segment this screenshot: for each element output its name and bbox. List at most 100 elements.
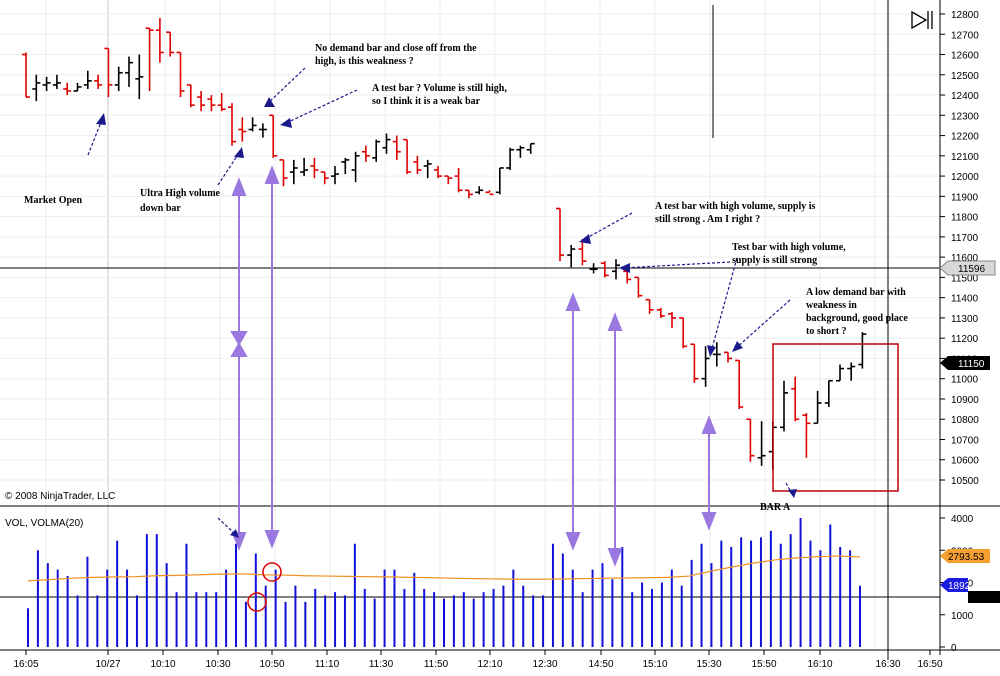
price-axis-ticks: 1050010600107001080010900110001110011200… xyxy=(940,10,979,487)
price-bar xyxy=(679,317,688,349)
price-bar xyxy=(279,159,288,187)
price-bar xyxy=(331,165,339,185)
price-tick-label: 12300 xyxy=(951,111,979,122)
price-bar xyxy=(556,207,564,262)
note-no-demand-bar: No demand bar and close off from the high… xyxy=(315,43,477,67)
price-bar xyxy=(104,47,113,98)
time-tick-label: 11:50 xyxy=(424,659,449,670)
price-bar xyxy=(145,27,154,91)
price-tick-label: 12700 xyxy=(951,30,979,41)
price-bar xyxy=(600,261,609,278)
scroll-to-end-button[interactable] xyxy=(911,10,933,30)
price-bar xyxy=(634,276,643,298)
volume-tick-label: 0 xyxy=(951,643,957,654)
price-bar xyxy=(341,157,350,175)
price-bar xyxy=(269,114,278,158)
price-bar xyxy=(656,307,665,318)
time-tick-label: 16:10 xyxy=(807,659,832,670)
price-bar xyxy=(217,93,226,112)
price-tick-label: 12100 xyxy=(951,152,979,163)
price-bar xyxy=(668,311,676,329)
price-bar xyxy=(155,18,164,63)
price-bar xyxy=(310,157,319,179)
price-bar xyxy=(434,165,442,179)
volume-marker-ma: 2793.53 xyxy=(940,549,990,563)
note-bar-a: BAR A xyxy=(760,502,791,513)
price-bar xyxy=(392,135,401,160)
price-bar xyxy=(701,346,710,387)
price-bar xyxy=(94,74,103,89)
price-tick-label: 11600 xyxy=(951,253,979,264)
volume-bars xyxy=(27,518,861,647)
time-tick-label: 15:10 xyxy=(642,659,667,670)
price-bar xyxy=(228,103,236,146)
time-tick-label: 10/27 xyxy=(95,659,120,670)
copyright-text: © 2008 NinjaTrader, LLC xyxy=(5,491,115,502)
price-tick-label: 11200 xyxy=(951,334,979,345)
price-tick-label: 12500 xyxy=(951,71,979,82)
price-bar xyxy=(125,56,133,87)
price-bar xyxy=(813,390,822,425)
price-bar xyxy=(589,263,598,274)
price-bar xyxy=(780,380,788,432)
price-bar xyxy=(197,90,206,112)
price-bar xyxy=(836,364,844,382)
price-bar xyxy=(372,139,381,162)
price-bar xyxy=(63,82,72,96)
price-bar xyxy=(735,359,744,410)
price-bar xyxy=(645,298,654,314)
volume-tick-label: 1000 xyxy=(951,611,974,622)
volume-circle-1 xyxy=(262,562,282,582)
note-low-demand-bar: A low demand bar with weakness in backgro… xyxy=(806,287,908,337)
price-bar xyxy=(238,117,247,142)
price-bar xyxy=(516,145,525,158)
price-bar xyxy=(526,142,535,154)
time-axis-ticks: 16:05 10/27 10:10 10:30 10:50 11:10 11:30 11:50… xyxy=(13,650,943,670)
price-bar xyxy=(166,31,175,57)
time-tick-label: 10:50 xyxy=(259,659,284,670)
svg-text:11150: 11150 xyxy=(958,359,985,370)
price-bar xyxy=(690,343,699,383)
price-bar xyxy=(791,376,800,422)
annotation-arrows xyxy=(87,67,793,536)
price-bar xyxy=(361,145,370,162)
svg-text:1892: 1892 xyxy=(948,581,971,592)
highlight-rectangle[interactable] xyxy=(772,343,899,492)
note-test-bar: A test bar ? Volume is still high, so I t… xyxy=(372,83,507,107)
price-bar xyxy=(135,54,144,100)
time-tick-label: 16:05 xyxy=(13,659,38,670)
volume-panel-title: VOL, VOLMA(20) xyxy=(5,518,83,529)
price-bar xyxy=(824,379,833,408)
price-bar xyxy=(289,159,298,185)
time-tick-label: 15:30 xyxy=(696,659,721,670)
price-bar xyxy=(724,351,732,363)
price-bar xyxy=(258,123,267,138)
price-bars xyxy=(22,18,867,470)
svg-text:11596: 11596 xyxy=(958,264,986,275)
price-tick-label: 11700 xyxy=(951,233,979,244)
price-bar xyxy=(847,362,856,381)
price-bar xyxy=(114,66,123,91)
price-bar xyxy=(757,421,766,466)
price-tick-label: 12800 xyxy=(951,10,979,21)
price-marker-11596: 11596 xyxy=(939,260,996,276)
volume-tick-label: 4000 xyxy=(951,514,974,525)
volume-marker-current: 1892 xyxy=(940,578,1000,603)
horizontal-gridlines xyxy=(0,13,940,481)
annotation-arrowheads xyxy=(96,97,797,538)
price-bar xyxy=(485,190,494,196)
price-bar xyxy=(578,238,587,266)
time-tick-label: 10:30 xyxy=(205,659,230,670)
time-tick-label: 15:50 xyxy=(751,659,776,670)
price-bar xyxy=(403,138,412,175)
price-marker-11150: 11150 xyxy=(940,356,990,370)
price-tick-label: 10500 xyxy=(951,476,979,487)
price-bar xyxy=(444,175,453,185)
time-tick-label: 12:10 xyxy=(477,659,502,670)
price-tick-label: 11300 xyxy=(951,314,979,325)
price-tick-label: 12000 xyxy=(951,172,979,183)
price-bar xyxy=(52,74,61,89)
price-tick-label: 10800 xyxy=(951,415,979,426)
time-tick-label: 16:30 xyxy=(875,659,900,670)
